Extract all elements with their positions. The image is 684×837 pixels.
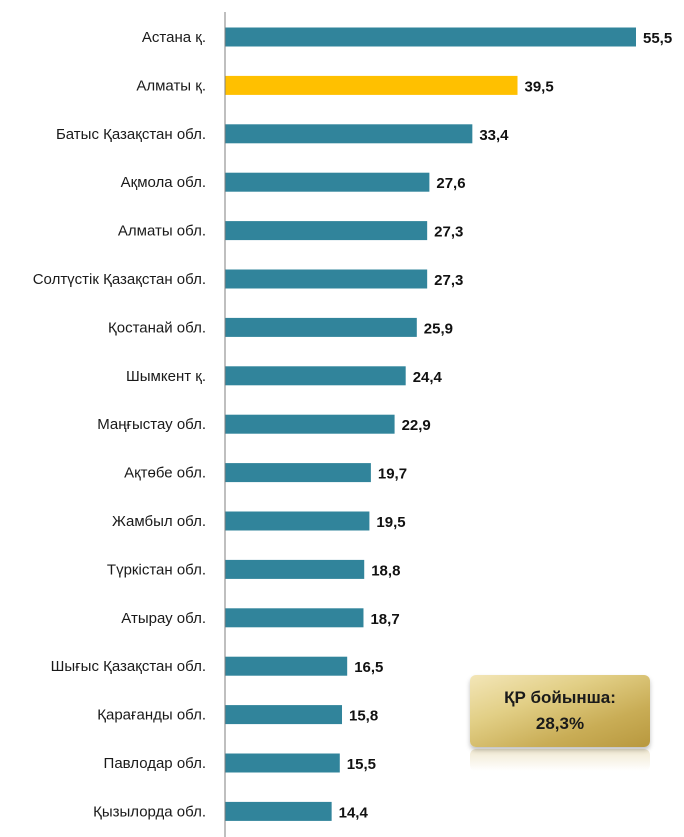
category-label: Жамбыл обл. bbox=[112, 513, 206, 530]
value-label: 27,3 bbox=[434, 272, 463, 289]
bar-12 bbox=[225, 559, 365, 579]
category-label: Павлодар обл. bbox=[104, 755, 206, 772]
total-box-label: ҚР бойынша: bbox=[504, 688, 616, 707]
bar-4 bbox=[225, 172, 430, 192]
category-label: Ақтөбе обл. bbox=[124, 465, 206, 482]
value-label: 24,4 bbox=[413, 369, 443, 386]
value-label: 33,4 bbox=[479, 127, 509, 144]
category-label: Шығыс Қазақстан обл. bbox=[51, 658, 206, 675]
bars-layer bbox=[225, 27, 636, 821]
value-label: 15,5 bbox=[347, 756, 376, 773]
value-label: 14,4 bbox=[339, 804, 369, 821]
bar-11 bbox=[225, 511, 370, 531]
bar-6 bbox=[225, 269, 428, 289]
category-label: Атырау обл. bbox=[121, 610, 206, 627]
value-label: 18,7 bbox=[370, 611, 399, 628]
bar-15 bbox=[225, 705, 343, 725]
bar-13 bbox=[225, 608, 364, 628]
category-label: Қарағанды обл. bbox=[97, 707, 206, 724]
value-label: 15,8 bbox=[349, 708, 378, 725]
bar-8 bbox=[225, 366, 406, 386]
category-label: Солтүстік Қазақстан обл. bbox=[33, 271, 206, 288]
category-label: Қостанай обл. bbox=[108, 319, 206, 336]
category-label: Шымкент қ. bbox=[126, 368, 206, 385]
bar-17 bbox=[225, 801, 332, 821]
value-label: 16,5 bbox=[354, 659, 383, 676]
value-label: 27,3 bbox=[434, 224, 463, 241]
bar-9 bbox=[225, 414, 395, 434]
bar-5 bbox=[225, 221, 428, 241]
labels-layer: Астана қ. 55,5 Алматы қ. 39,5 Батыс Қазақста… bbox=[33, 29, 672, 821]
category-label: Астана қ. bbox=[142, 29, 206, 46]
republic-total-box: ҚР бойынша: 28,3% bbox=[470, 675, 650, 747]
bar-14 bbox=[225, 656, 348, 676]
category-label: Маңғыстау обл. bbox=[97, 416, 206, 433]
bar-1 bbox=[225, 27, 636, 47]
category-label: Алматы обл. bbox=[118, 223, 206, 240]
value-label: 39,5 bbox=[525, 78, 554, 95]
value-label: 27,6 bbox=[436, 175, 465, 192]
category-label: Ақмола обл. bbox=[121, 174, 206, 191]
total-box-reflection bbox=[470, 749, 650, 771]
value-label: 25,9 bbox=[424, 320, 453, 337]
category-label: Алматы қ. bbox=[136, 77, 206, 94]
total-box-value: 28,3% bbox=[535, 714, 585, 733]
category-label: Батыс Қазақстан обл. bbox=[56, 126, 206, 143]
value-label: 18,8 bbox=[371, 562, 400, 579]
value-label: 19,5 bbox=[376, 514, 405, 531]
value-label: 19,7 bbox=[378, 466, 407, 483]
category-label: Түркістан обл. bbox=[107, 561, 206, 578]
bar-16 bbox=[225, 753, 340, 773]
bar-10 bbox=[225, 463, 371, 483]
value-label: 22,9 bbox=[402, 417, 431, 434]
bar-3 bbox=[225, 124, 473, 144]
bar-7 bbox=[225, 317, 417, 337]
value-label: 55,5 bbox=[643, 30, 672, 47]
category-label: Қызылорда обл. bbox=[93, 803, 206, 820]
bar-2 bbox=[225, 75, 518, 95]
